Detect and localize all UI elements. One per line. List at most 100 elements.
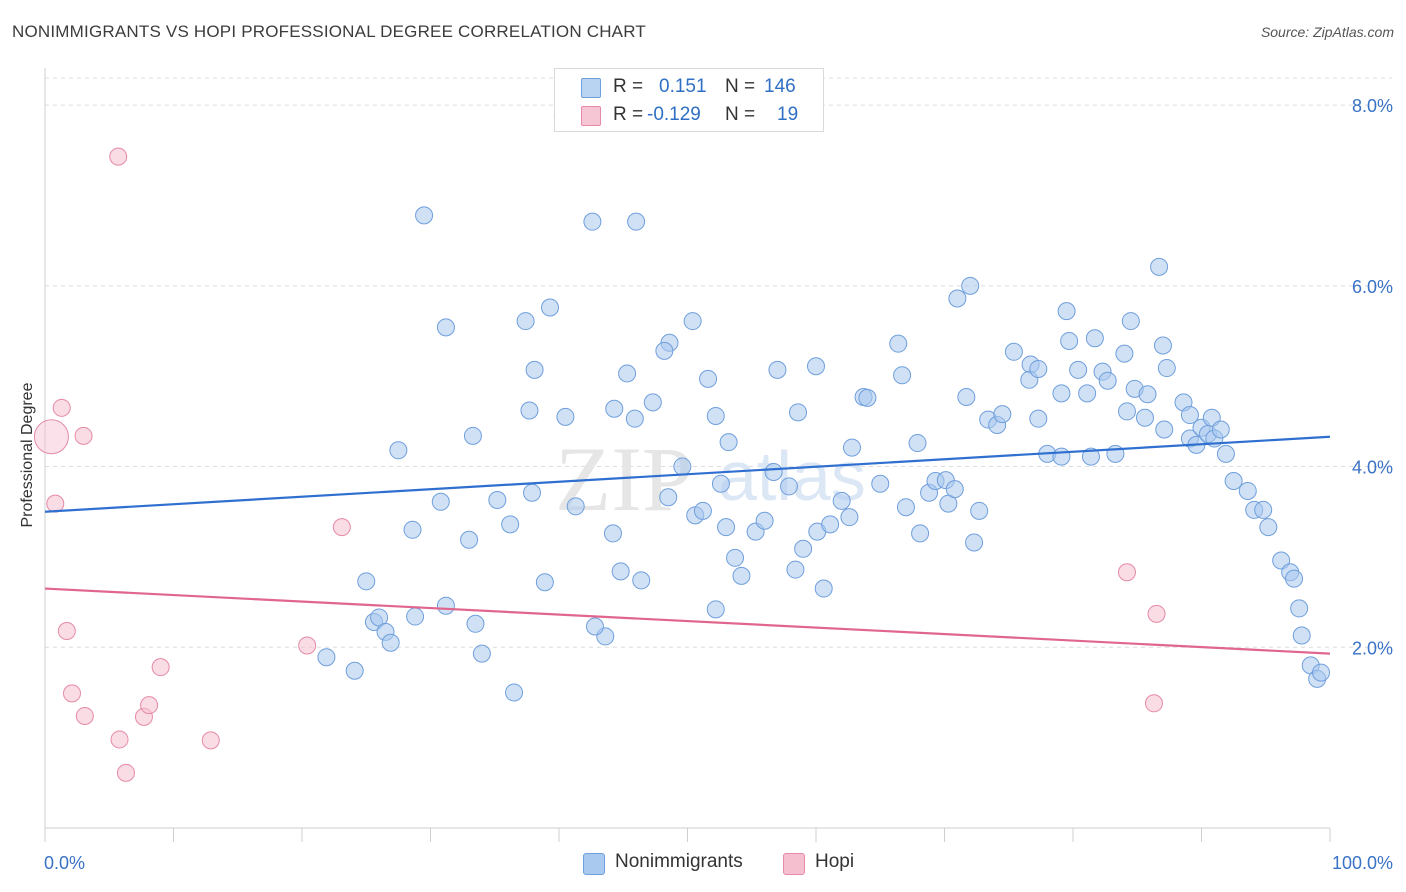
hopi-point — [1147, 604, 1166, 623]
nonimmigrants-point — [764, 462, 783, 481]
x-tick-label-max: 100.0% — [1332, 853, 1393, 873]
nonimmigrants-point — [431, 492, 450, 511]
nonimmigrants-point — [711, 474, 730, 493]
nonimmigrants-point — [535, 573, 554, 592]
y-tick-label: 4.0% — [1352, 458, 1393, 478]
stats-row-nonimmigrants: R = 0.151 N = 146 — [555, 73, 823, 101]
nonimmigrants-point — [415, 206, 434, 225]
nonimmigrants-point — [717, 518, 736, 537]
nonimmigrants-point — [1085, 329, 1104, 348]
nonimmigrants-point — [406, 607, 425, 626]
nonimmigrants-point — [345, 661, 364, 680]
nonimmigrants-point — [1052, 384, 1071, 403]
nonimmigrants-point — [466, 614, 485, 633]
hopi-point — [52, 398, 71, 417]
hopi-point — [109, 147, 128, 166]
nonimmigrants-point — [961, 276, 980, 295]
nonimmigrants-point — [627, 212, 646, 231]
nonimmigrants-point — [732, 566, 751, 585]
n-value-hopi: 19 — [777, 104, 799, 125]
nonimmigrants-point — [786, 560, 805, 579]
nonimmigrants-point — [908, 434, 927, 453]
nonimmigrants-point — [1150, 257, 1169, 276]
nonimmigrants-point — [832, 491, 851, 510]
nonimmigrants-point — [1060, 331, 1079, 350]
n-value-nonimmigrants: 146 — [764, 76, 796, 97]
nonimmigrants-point — [605, 399, 624, 418]
y-tick-label: 2.0% — [1352, 638, 1393, 658]
nonimmigrants-point — [1052, 447, 1071, 466]
nonimmigrants-point — [871, 474, 890, 493]
nonimmigrants-point — [1259, 518, 1278, 537]
nonimmigrants-point — [1216, 444, 1235, 463]
nonimmigrants-point — [719, 433, 738, 452]
nonimmigrants-point — [460, 530, 479, 549]
nonimmigrants-point — [655, 341, 674, 360]
nonimmigrants-point — [814, 579, 833, 598]
nonimmigrants-point — [583, 212, 602, 231]
hopi-point — [332, 518, 351, 537]
trend-lines — [44, 435, 1331, 655]
nonimmigrants-point — [1312, 663, 1331, 682]
nonimmigrants-point — [1098, 371, 1117, 390]
nonimmigrants-point — [840, 508, 859, 527]
hopi-point — [75, 706, 94, 725]
nonimmigrants-point — [780, 477, 799, 496]
hopi-point — [140, 696, 159, 715]
nonimmigrants-point — [317, 648, 336, 667]
hopi-point — [74, 426, 93, 445]
legend-swatch-hopi — [783, 853, 805, 875]
nonimmigrants-point — [625, 409, 644, 428]
nonimmigrants-point — [683, 312, 702, 331]
y-tick-label: 6.0% — [1352, 277, 1393, 297]
r-value-nonimmigrants: 0.151 — [659, 76, 707, 97]
nonimmigrants-point — [858, 388, 877, 407]
stats-row-hopi: R = -0.129 N = 19 — [555, 101, 823, 129]
nonimmigrants-point — [381, 633, 400, 652]
nonimmigrants-point — [389, 441, 408, 460]
nonimmigrants-point — [1157, 359, 1176, 378]
nonimmigrants-point — [789, 403, 808, 422]
nonimmigrants-point — [1138, 385, 1157, 404]
axes — [44, 68, 1331, 842]
r-value-hopi: -0.129 — [647, 104, 701, 125]
nonimmigrants-point — [611, 562, 630, 581]
nonimmigrants-point — [1155, 420, 1174, 439]
nonimmigrants-point — [472, 644, 491, 663]
nonimmigrants-point — [965, 533, 984, 552]
nonimmigrants-point — [501, 515, 520, 534]
hopi-point — [116, 763, 135, 782]
nonimmigrants-point — [1254, 500, 1273, 519]
nonimmigrants-point — [755, 511, 774, 530]
nonimmigrants-point — [436, 596, 455, 615]
hopi-trend-line — [44, 587, 1331, 655]
nonimmigrants-point — [896, 498, 915, 517]
hopi-point — [298, 636, 317, 655]
nonimmigrants-point — [488, 490, 507, 509]
nonimmigrants-point — [693, 501, 712, 520]
nonimmigrants-point — [1224, 472, 1243, 491]
nonimmigrants-point — [436, 318, 455, 337]
nonimmigrants-point — [889, 334, 908, 353]
nonimmigrants-point — [1057, 302, 1076, 321]
nonimmigrants-point — [585, 617, 604, 636]
nonimmigrants-point — [556, 407, 575, 426]
nonimmigrants-point — [948, 289, 967, 308]
hopi-swatch — [581, 106, 601, 126]
nonimmigrants-point — [566, 497, 585, 516]
nonimmigrants-point — [659, 488, 678, 507]
nonimmigrants-point — [1078, 384, 1097, 403]
chart-title: NONIMMIGRANTS VS HOPI PROFESSIONAL DEGRE… — [12, 22, 646, 41]
nonimmigrants-point — [1115, 344, 1134, 363]
hopi-point — [1117, 563, 1136, 582]
nonimmigrants-point — [1211, 420, 1230, 439]
nonimmigrants-point — [523, 483, 542, 502]
nonimmigrants-point — [1004, 342, 1023, 361]
nonimmigrants-point — [794, 539, 813, 558]
nonimmigrants-point — [541, 298, 560, 317]
nonimmigrants-point — [768, 360, 787, 379]
r-label: R = — [613, 104, 644, 125]
nonimmigrants-point — [807, 357, 825, 376]
nonimmigrants-point — [516, 312, 535, 331]
tick-labels: 2.0% 4.0% 6.0% 8.0% 0.0% 100.0% — [44, 96, 1393, 873]
